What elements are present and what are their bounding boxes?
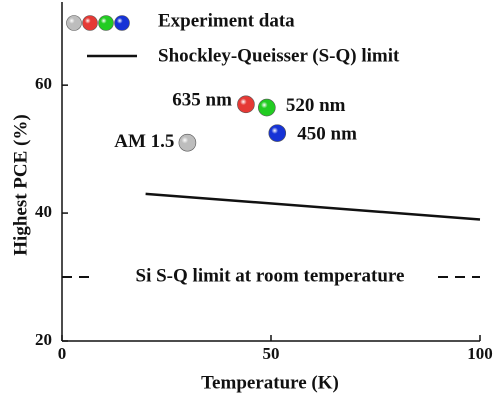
y-axis-title: Highest PCE (%) bbox=[10, 114, 31, 255]
legend-marker-2 bbox=[98, 15, 114, 31]
data-label-1: 635 nm bbox=[172, 90, 232, 111]
legend-label-sq-limit: Shockley-Queisser (S-Q) limit bbox=[158, 45, 400, 66]
data-point-0 bbox=[178, 133, 197, 152]
x-axis-title: Temperature (K) bbox=[201, 372, 339, 393]
data-point-1 bbox=[237, 95, 255, 114]
legend-marker-0 bbox=[66, 15, 82, 31]
x-tick-label-0: 0 bbox=[58, 344, 67, 363]
series-sq-limit-line bbox=[145, 192, 481, 221]
legend-label-experiment: Experiment data bbox=[158, 10, 295, 31]
data-point-3 bbox=[268, 124, 287, 142]
x-tick-label-1: 50 bbox=[263, 344, 280, 363]
data-label-0: AM 1.5 bbox=[114, 131, 174, 152]
data-label-2: 520 nm bbox=[286, 95, 346, 116]
x-tick-label-2: 100 bbox=[467, 344, 493, 363]
chart-text: 0 50 100 20 40 60 Temperature (K) Highest PCE (… bbox=[10, 10, 492, 393]
reference-line-label: Si S-Q limit at room temperature bbox=[136, 265, 405, 286]
y-tick-label-1: 40 bbox=[35, 202, 52, 221]
legend-marker-1 bbox=[82, 15, 98, 31]
data-point-2 bbox=[258, 98, 276, 117]
y-tick-label-0: 20 bbox=[35, 330, 52, 349]
data-label-3: 450 nm bbox=[297, 123, 357, 144]
legend-marker-3 bbox=[114, 15, 130, 31]
y-tick-label-2: 60 bbox=[35, 74, 52, 93]
chart-marks bbox=[61, 2, 481, 342]
